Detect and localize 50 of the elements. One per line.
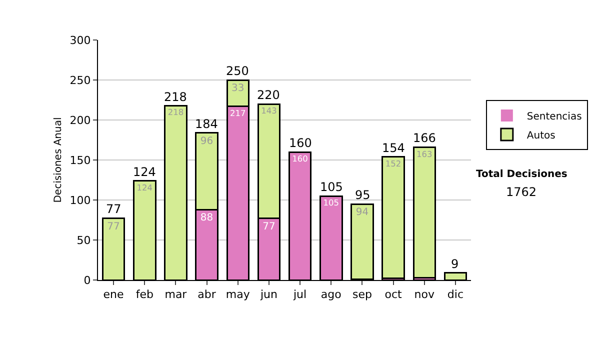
data-label: 152 xyxy=(385,158,402,168)
y-tick-label: 50 xyxy=(76,234,91,247)
y-tick-label: 150 xyxy=(70,154,91,167)
total-label: 218 xyxy=(164,90,187,104)
x-tick-label: dic xyxy=(447,288,464,302)
x-tick-label: ene xyxy=(103,288,124,302)
data-label: 160 xyxy=(292,154,308,164)
data-label: 163 xyxy=(416,148,432,159)
total-label: 184 xyxy=(195,117,218,131)
x-tick-label: may xyxy=(226,288,250,302)
y-tick-label: 300 xyxy=(70,34,91,47)
x-tick-label: ago xyxy=(320,288,342,302)
total-label: 250 xyxy=(226,64,249,78)
text: Total Decisiones xyxy=(476,169,568,180)
x-tick-label: nov xyxy=(414,288,435,302)
total-label: 9 xyxy=(451,257,459,271)
total-label: 154 xyxy=(382,141,405,155)
data-label: 77 xyxy=(107,221,120,232)
data-label: 94 xyxy=(356,207,369,218)
data-label: 124 xyxy=(136,182,152,192)
data-label: 105 xyxy=(323,198,339,208)
total-label: 166 xyxy=(413,131,436,145)
x-tick-label: oct xyxy=(384,288,403,302)
total-label: 160 xyxy=(289,136,312,150)
data-label: 77 xyxy=(262,221,276,232)
total-label: 95 xyxy=(355,188,370,202)
legend-label: Sentencias xyxy=(526,111,582,122)
x-tick-label: feb xyxy=(136,288,154,302)
total-label: 77 xyxy=(106,202,122,216)
data-label: 33 xyxy=(232,83,244,94)
y-tick-label: 0 xyxy=(84,274,91,287)
data-label: 218 xyxy=(168,107,184,118)
data-label: 88 xyxy=(200,212,214,224)
total-label: 220 xyxy=(257,88,280,102)
x-tick-label: jul xyxy=(292,288,307,302)
x-tick-label: sep xyxy=(352,288,372,302)
y-tick-label: 250 xyxy=(70,74,91,87)
data-label: 217 xyxy=(230,108,246,118)
x-tick-label: abr xyxy=(198,288,216,302)
total-label: 105 xyxy=(320,180,343,194)
x-tick-label: jun xyxy=(259,288,278,302)
text: 1762 xyxy=(506,185,537,199)
y-tick-label: 200 xyxy=(70,114,91,127)
x-tick-label: mar xyxy=(164,288,188,302)
y-axis-title: Decisiones Anual xyxy=(52,117,64,203)
data-label: 96 xyxy=(200,136,214,147)
y-tick-label: 100 xyxy=(70,194,91,207)
data-label: 143 xyxy=(261,106,277,116)
legend-label: Autos xyxy=(526,130,556,142)
total-label: 124 xyxy=(133,165,156,179)
